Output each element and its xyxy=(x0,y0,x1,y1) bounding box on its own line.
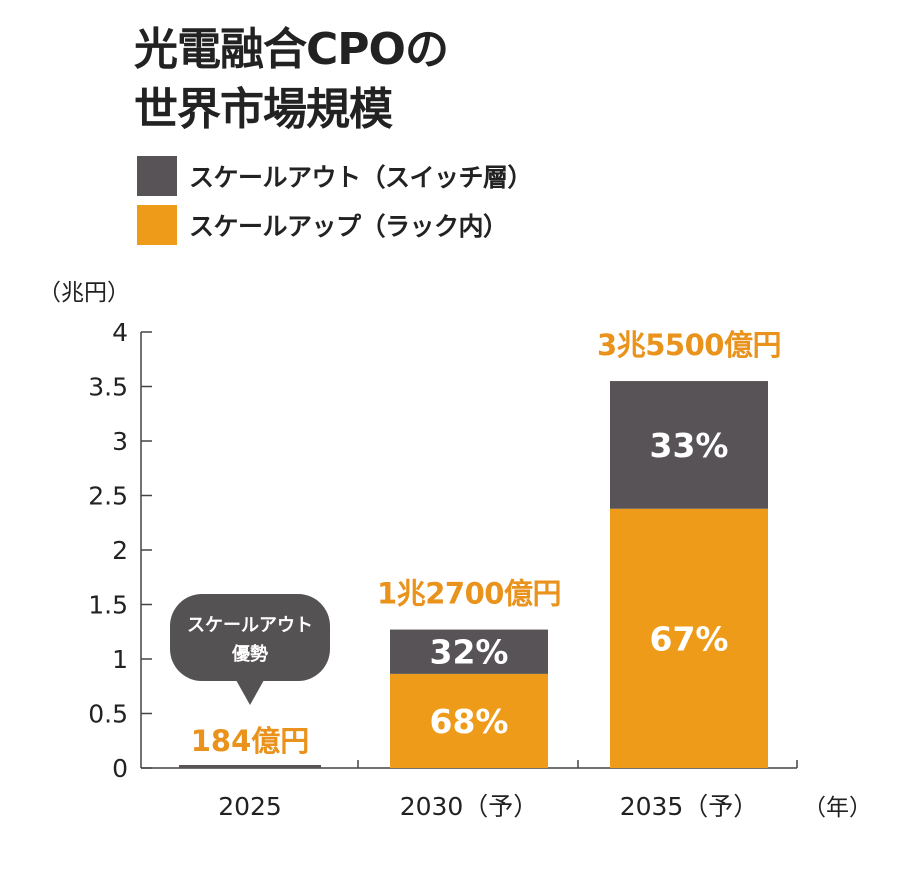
y-tick-label-4: 2 xyxy=(112,536,128,565)
y-tick-label-3: 1.5 xyxy=(88,591,128,620)
y-tick-label-7: 3.5 xyxy=(88,373,128,402)
y-tick-label-8: 4 xyxy=(112,318,128,347)
bar-total-label-2: 3兆5500億円 xyxy=(597,328,781,362)
bar-scaleup-2 xyxy=(610,508,768,768)
chart-title-line2: 世界市場規模 xyxy=(134,84,393,135)
legend-label-scaleout: スケールアウト（スイッチ層） xyxy=(189,163,533,192)
y-tick-label-5: 2.5 xyxy=(88,482,128,511)
chart-title-line1: 光電融合CPOの xyxy=(134,24,449,75)
y-tick-label-1: 0.5 xyxy=(88,700,128,729)
bar-scaleup-share-label-2: 67% xyxy=(650,619,729,658)
callout-pointer xyxy=(236,680,264,705)
y-tick-label-2: 1 xyxy=(112,645,128,674)
bar-scaleup-share-label-1: 68% xyxy=(430,702,509,741)
legend-item-scaleout: スケールアウト（スイッチ層） xyxy=(137,156,533,196)
bar-scaleout-2 xyxy=(610,381,768,509)
bar-total-label-0: 184億円 xyxy=(191,724,310,758)
legend-item-scaleup: スケールアップ（ラック内） xyxy=(137,205,508,245)
x-category-label-1: 2030（予） xyxy=(400,792,539,821)
bar-scaleout-share-label-1: 32% xyxy=(430,633,509,672)
bar-total-label-1: 1兆2700億円 xyxy=(377,577,561,611)
callout-bubble xyxy=(170,594,330,681)
x-category-label-2: 2035（予） xyxy=(620,792,759,821)
callout-line1: スケールアウト xyxy=(187,615,313,636)
bar-scaleout-0 xyxy=(179,765,321,768)
x-category-label-0: 2025 xyxy=(218,792,282,821)
legend-swatch-scaleout xyxy=(137,156,177,196)
x-axis-unit-label: （年） xyxy=(803,795,872,821)
legend-swatch-scaleup xyxy=(137,205,177,245)
y-axis-unit-label: （兆円） xyxy=(38,280,130,306)
y-tick-label-6: 3 xyxy=(112,427,128,456)
bar-scaleup-1 xyxy=(390,673,548,768)
legend-label-scaleup: スケールアップ（ラック内） xyxy=(189,212,508,241)
callout-line2: 優勢 xyxy=(231,643,268,665)
bar-scaleout-share-label-2: 33% xyxy=(650,426,729,465)
bar-scaleout-1 xyxy=(390,629,548,674)
y-tick-label-0: 0 xyxy=(112,754,128,783)
